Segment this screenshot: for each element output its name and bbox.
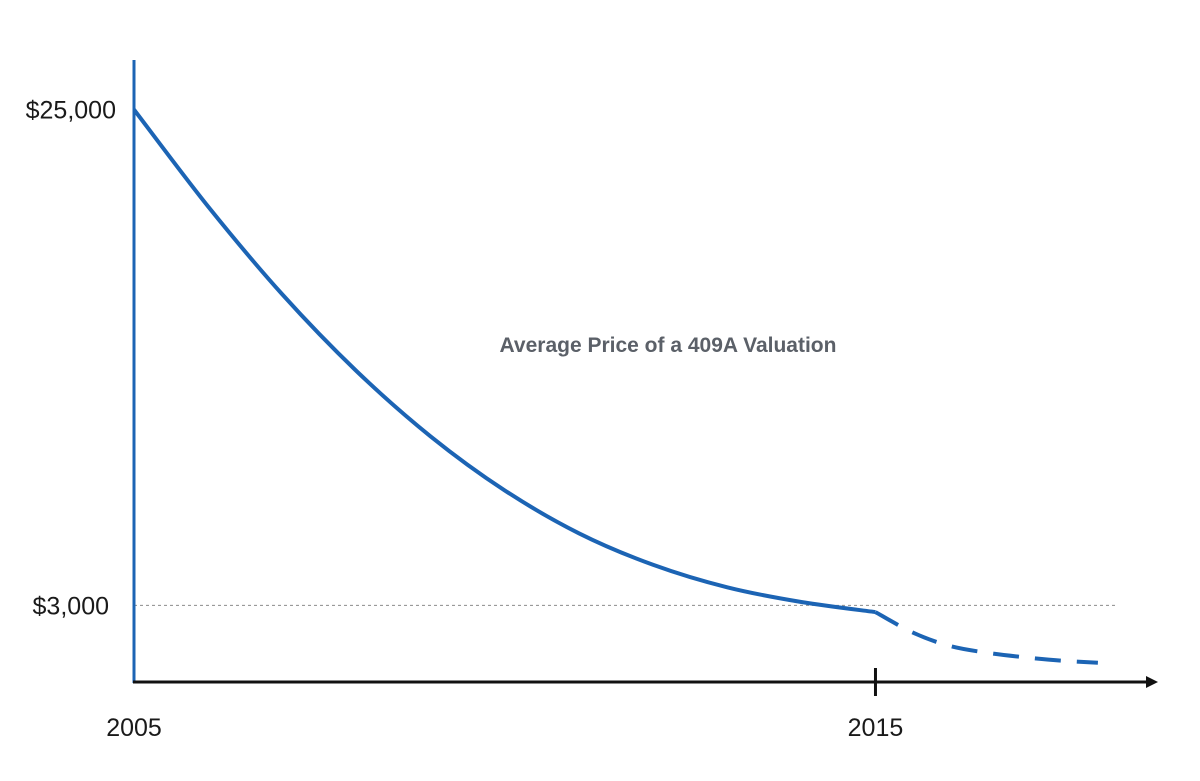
series-line-actual xyxy=(132,108,876,615)
series-line-projected xyxy=(874,610,1098,665)
x-tick-label-2005: 2005 xyxy=(106,714,162,742)
y-tick-label-3000: $3,000 xyxy=(33,592,109,620)
chart-title: Average Price of a 409A Valuation xyxy=(500,334,837,357)
y-tick-label-25000: $25,000 xyxy=(26,97,116,125)
x-tick-label-2015: 2015 xyxy=(848,714,904,742)
